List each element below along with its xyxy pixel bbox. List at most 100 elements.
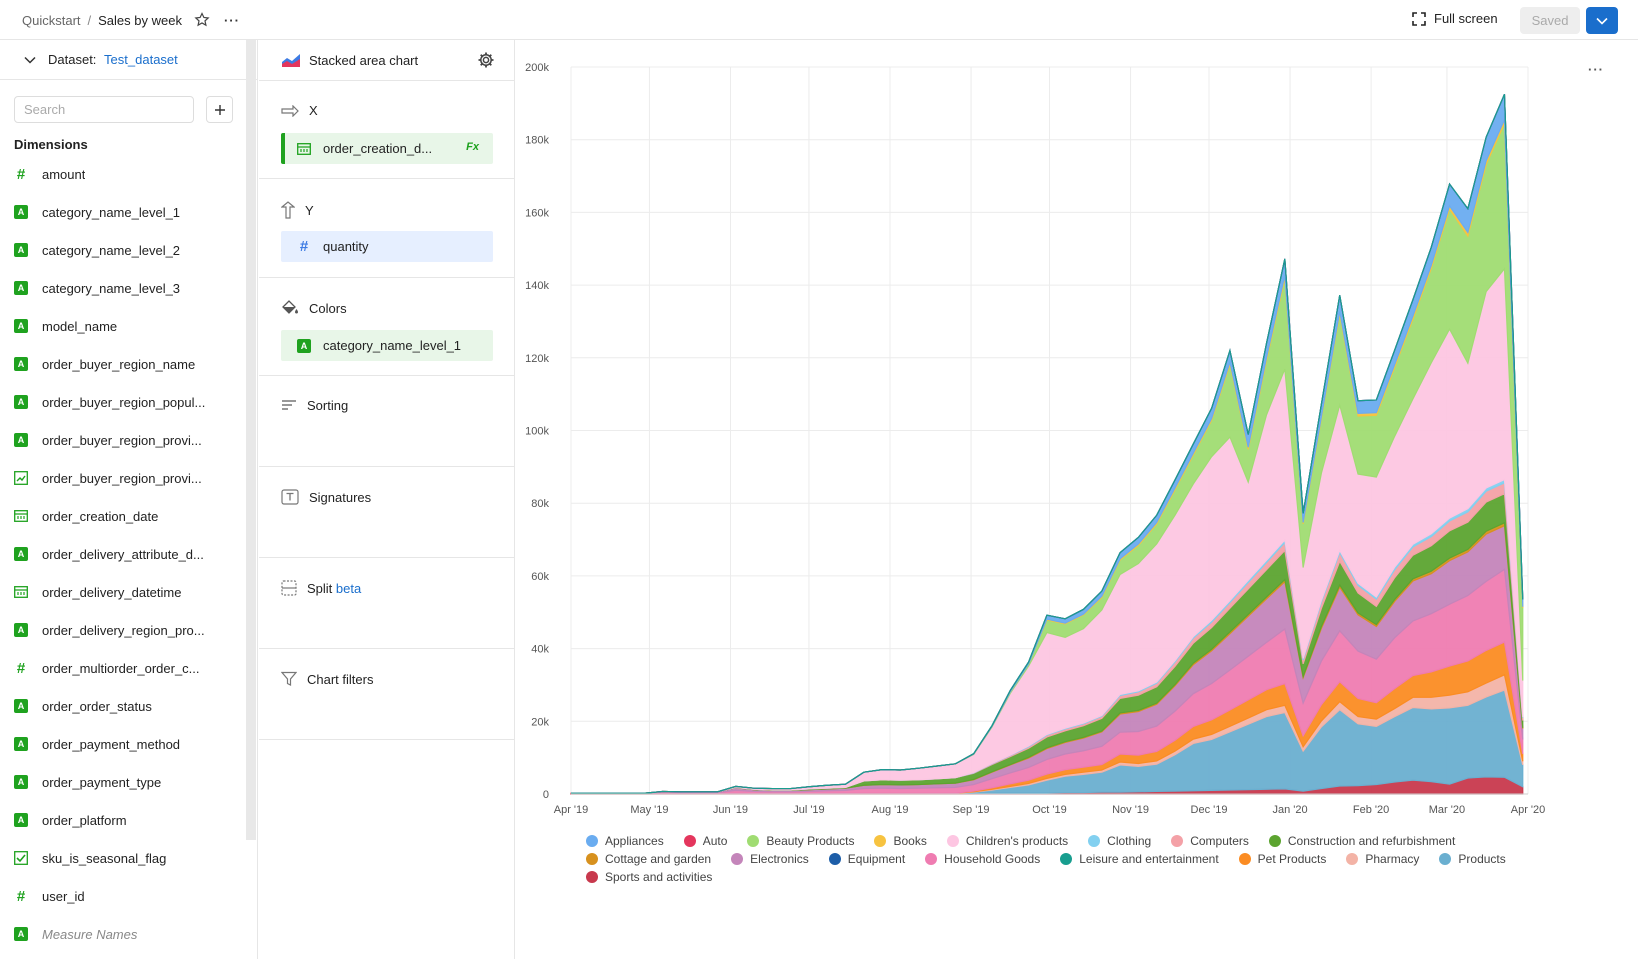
chart-more-options-icon[interactable]: ··· (1588, 62, 1604, 77)
field-item[interactable]: order_buyer_region_provi... (0, 459, 245, 497)
x-tick-label: Nov '19 (1112, 804, 1149, 816)
legend-swatch (874, 835, 887, 847)
chevron-down-icon (1596, 17, 1608, 25)
y-tick-label: 160k (525, 207, 549, 219)
legend-item[interactable]: Pharmacy (1346, 852, 1419, 866)
field-name: order_delivery_region_pro... (42, 622, 205, 638)
string-icon: A (297, 338, 311, 353)
more-options-icon[interactable]: ··· (223, 12, 240, 28)
legend-item[interactable]: Clothing (1088, 834, 1151, 848)
legend-item[interactable]: Books (874, 834, 927, 848)
legend-item[interactable]: Equipment (828, 852, 905, 866)
field-list-scrollbar[interactable] (246, 40, 256, 840)
signatures-section[interactable]: Signatures (259, 467, 515, 558)
gear-icon[interactable] (477, 51, 495, 72)
date-icon (14, 585, 28, 599)
field-item[interactable]: sku_is_seasonal_flag (0, 839, 245, 877)
arrow-right-icon (281, 104, 299, 117)
legend-label: Cottage and garden (605, 852, 712, 866)
legend-swatch (1268, 835, 1281, 847)
legend-item[interactable]: Cottage and garden (586, 852, 711, 866)
chart-type-selector[interactable]: Stacked area chart (259, 40, 515, 81)
field-name: category_name_level_1 (42, 204, 181, 220)
breadcrumb-quickstart-link[interactable]: Quickstart (22, 12, 81, 28)
string-icon: A (14, 775, 28, 789)
legend-item[interactable]: Electronics (731, 852, 809, 866)
string-icon: A (14, 205, 28, 219)
y-tick-label: 180k (525, 135, 549, 147)
legend-item[interactable]: Auto (683, 834, 727, 848)
legend-label: Appliances (605, 834, 664, 848)
field-item[interactable]: A Measure Names (0, 915, 245, 953)
field-name: model_name (42, 318, 118, 334)
legend-item[interactable]: Beauty Products (747, 834, 854, 848)
chart-filters-section[interactable]: Chart filters (259, 649, 515, 740)
legend-item[interactable]: Construction and refurbishment (1268, 834, 1456, 848)
split-section[interactable]: Split beta (259, 558, 515, 649)
full-screen-button[interactable]: Full screen (1412, 11, 1498, 26)
y-tick-label: 20k (531, 716, 549, 728)
y-tick-label: 0 (543, 789, 549, 801)
legend-item[interactable]: Leisure and entertainment (1060, 852, 1219, 866)
hash-icon: # (16, 165, 26, 183)
legend-item[interactable]: Computers (1171, 834, 1249, 848)
legend-row: Sports and activities (586, 868, 1626, 886)
x-tick-label: Sep '19 (953, 804, 990, 816)
legend-item[interactable]: Products (1439, 852, 1506, 866)
legend-label: Construction and refurbishment (1287, 834, 1456, 848)
field-item[interactable]: order_delivery_datetime (0, 573, 245, 611)
field-item[interactable]: order_creation_date (0, 497, 245, 535)
add-field-button[interactable] (206, 96, 233, 123)
legend-swatch (925, 853, 938, 865)
search-input[interactable] (14, 96, 194, 123)
legend-item[interactable]: Children's products (946, 834, 1068, 848)
string-icon: A (14, 243, 28, 257)
formula-icon[interactable]: Fx (466, 141, 479, 153)
field-name: order_payment_type (42, 774, 162, 790)
legend-label: Computers (1190, 834, 1249, 848)
dataset-selector[interactable]: Dataset: Test_dataset (0, 40, 258, 80)
legend-label: Beauty Products (766, 834, 855, 848)
arrow-up-icon (281, 201, 295, 219)
colors-section: Colors A category_name_level_1 (259, 278, 515, 376)
legend-label: Leisure and entertainment (1079, 852, 1219, 866)
legend-label: Clothing (1107, 834, 1152, 848)
dataset-name[interactable]: Test_dataset (104, 52, 178, 67)
string-icon: A (14, 357, 28, 371)
field-item[interactable]: # order_multiorder_order_c... (0, 649, 245, 687)
x-field-pill[interactable]: order_creation_d... Fx (281, 133, 493, 164)
stacked-area-chart[interactable]: 0 20k 40k 60k 80k 100k 120k 140k 160k 180k 200k Apr… (516, 40, 1638, 830)
legend-item[interactable]: Pet Products (1238, 852, 1326, 866)
legend-item[interactable]: Household Goods (925, 852, 1040, 866)
saved-button[interactable]: Saved (1520, 7, 1580, 34)
colors-section-title: Colors (309, 300, 347, 316)
x-tick-label: May '19 (630, 804, 668, 816)
x-field-name: order_creation_d... (323, 141, 433, 156)
legend-swatch (1346, 853, 1359, 865)
legend-item[interactable]: Sports and activities (586, 870, 712, 884)
y-field-pill[interactable]: # quantity (281, 231, 493, 262)
star-icon[interactable] (194, 12, 210, 28)
legend-item[interactable]: Appliances (586, 834, 664, 848)
field-item[interactable]: # user_id (0, 877, 245, 915)
save-options-dropdown-button[interactable] (1586, 7, 1618, 34)
legend-swatch (731, 853, 744, 865)
x-tick-label: Jan '20 (1272, 804, 1307, 816)
colors-field-pill[interactable]: A category_name_level_1 (281, 330, 493, 361)
field-item[interactable]: # amount (0, 155, 245, 193)
text-label-icon (281, 489, 299, 505)
sorting-section[interactable]: Sorting (259, 376, 515, 467)
